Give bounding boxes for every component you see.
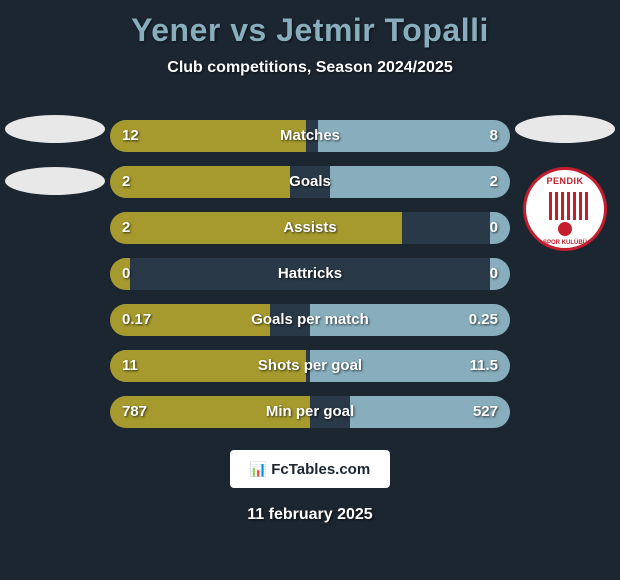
badge-stripe <box>579 192 582 220</box>
stat-label: Assists <box>110 212 510 244</box>
badge-stripe <box>585 192 588 220</box>
club-badge-pendik: PENDIK SPOR KULÜBÜ <box>523 167 607 251</box>
badge-stripe <box>567 192 570 220</box>
badge-stripe <box>573 192 576 220</box>
badge-stripe <box>555 192 558 220</box>
stat-row: 22Goals <box>110 166 510 198</box>
stat-row: 20Assists <box>110 212 510 244</box>
stat-label: Goals <box>110 166 510 198</box>
badge-bottom-text: SPOR KULÜBÜ <box>526 240 604 246</box>
stat-row: 787527Min per goal <box>110 396 510 428</box>
stat-row: 00Hattricks <box>110 258 510 290</box>
badge-top-text: PENDIK <box>526 176 604 186</box>
club-left-column <box>5 115 105 219</box>
stat-row: 0.170.25Goals per match <box>110 304 510 336</box>
comparison-title: Yener vs Jetmir Topalli <box>0 0 620 49</box>
brand-text: FcTables.com <box>271 461 370 478</box>
stat-label: Hattricks <box>110 258 510 290</box>
stat-label: Shots per goal <box>110 350 510 382</box>
stat-label: Min per goal <box>110 396 510 428</box>
stat-row: 1111.5Shots per goal <box>110 350 510 382</box>
badge-ball-icon <box>558 222 572 236</box>
brand-footer: 📊 FcTables.com <box>230 450 390 488</box>
player-right-placeholder <box>515 115 615 143</box>
brand-chart-icon: 📊 <box>250 461 267 478</box>
stat-label: Matches <box>110 120 510 152</box>
player-left-placeholder-1 <box>5 115 105 143</box>
badge-stripe <box>561 192 564 220</box>
club-right-column: PENDIK SPOR KULÜBÜ <box>515 115 615 251</box>
player-left-placeholder-2 <box>5 167 105 195</box>
stats-container: 128Matches 22Goals 20Assists 00Hattricks 0.1… <box>110 120 510 442</box>
badge-stripe <box>549 192 552 220</box>
stat-label: Goals per match <box>110 304 510 336</box>
comparison-subtitle: Club competitions, Season 2024/2025 <box>0 59 620 77</box>
page-root: Yener vs Jetmir Topalli Club competition… <box>0 0 620 580</box>
badge-stripes <box>546 192 590 220</box>
stat-row: 128Matches <box>110 120 510 152</box>
footer-date: 11 february 2025 <box>0 506 620 524</box>
